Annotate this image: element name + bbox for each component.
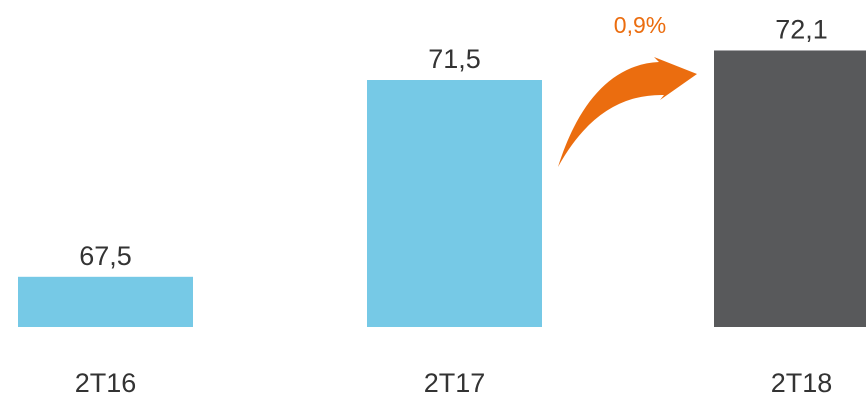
value-label-2T17: 71,5 — [428, 44, 481, 74]
value-label-2T18: 72,1 — [775, 14, 828, 44]
bar-2T18 — [714, 50, 866, 327]
category-label-2T17: 2T17 — [424, 368, 486, 395]
category-label-2T16: 2T16 — [75, 368, 137, 395]
category-label-2T18: 2T18 — [771, 368, 833, 395]
growth-percentage-label: 0,9% — [614, 12, 666, 38]
value-label-2T16: 67,5 — [79, 241, 132, 271]
bar-2T16 — [18, 276, 193, 327]
value-labels-group: 67,5 71,5 72,1 — [79, 14, 828, 270]
bars-group — [18, 50, 866, 327]
bar-2T17 — [367, 80, 542, 327]
category-labels-group: 2T16 2T17 2T18 — [75, 368, 833, 395]
growth-annotation: 0,9% — [558, 12, 697, 167]
growth-arrow-icon — [558, 57, 697, 167]
